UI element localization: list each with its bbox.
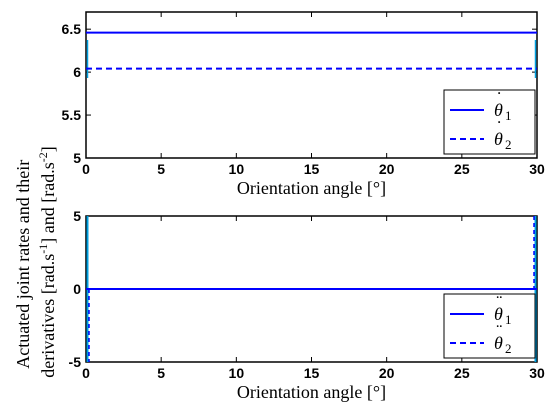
- legend-subscript-2: 2: [505, 341, 512, 356]
- legend-dot-2: ¨: [495, 321, 502, 341]
- x-tick-label: 5: [157, 365, 165, 381]
- legend-subscript-2: 2: [505, 137, 512, 152]
- y-axis-label: Actuated joint rates and their derivativ…: [13, 146, 58, 377]
- legend: θ¨1θ¨2: [443, 292, 536, 359]
- x-tick-label: 15: [304, 161, 320, 177]
- legend-box: [443, 89, 536, 155]
- legend-box: [443, 293, 536, 359]
- y-tick-label: 5.5: [62, 107, 82, 123]
- legend-label-2: θ: [494, 129, 503, 149]
- x-tick-label: 5: [157, 161, 165, 177]
- x-tick-label: 20: [379, 365, 395, 381]
- x-tick-label: 0: [82, 365, 90, 381]
- x-tick-label: 25: [454, 161, 470, 177]
- y-axis-label-line1: Actuated joint rates and their: [13, 160, 33, 369]
- legend-subscript-1: 1: [505, 108, 512, 123]
- legend-dot-1: ˙: [495, 88, 501, 108]
- x-axis-label: Orientation angle [°]: [237, 178, 386, 198]
- legend-dot-2: ˙: [495, 117, 501, 137]
- x-tick-label: 30: [529, 365, 545, 381]
- x-tick-label: 0: [82, 161, 90, 177]
- legend-subscript-1: 1: [505, 312, 512, 327]
- legend-label-2: θ: [494, 333, 503, 353]
- x-tick-label: 10: [229, 161, 245, 177]
- x-axis-label: Orientation angle [°]: [237, 382, 386, 402]
- legend-label-1: θ: [494, 100, 503, 120]
- legend-dot-1: ¨: [495, 292, 502, 312]
- y-tick-label: 6: [73, 64, 81, 80]
- y-axis-label-line2: derivatives [rad.s-1] and [rad.s-2]: [36, 146, 58, 377]
- y-tick-label: 5: [73, 208, 81, 224]
- x-tick-label: 10: [229, 365, 245, 381]
- y-tick-label: -5: [69, 354, 82, 370]
- y-tick-label: 6.5: [62, 21, 82, 37]
- x-tick-label: 25: [454, 365, 470, 381]
- legend: θ˙1θ˙2: [443, 88, 536, 155]
- x-tick-label: 15: [304, 365, 320, 381]
- legend-label-1: θ: [494, 304, 503, 324]
- x-tick-label: 30: [529, 161, 545, 177]
- y-tick-label: 0: [73, 281, 81, 297]
- y-tick-label: 5: [73, 150, 81, 166]
- x-tick-label: 20: [379, 161, 395, 177]
